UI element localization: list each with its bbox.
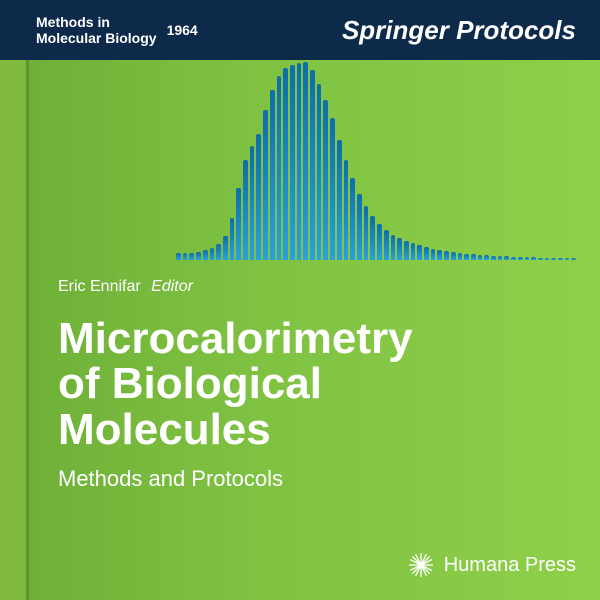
series-name: Methods in Molecular Biology — [36, 14, 157, 46]
histogram-bar — [444, 251, 449, 260]
front-panel: Methods in Molecular Biology 1964 Spring… — [26, 0, 600, 600]
histogram-bar — [558, 258, 563, 260]
histogram-bar — [323, 100, 328, 260]
histogram-bar — [243, 160, 248, 260]
title-line2: of Biological — [58, 361, 413, 406]
histogram-bar — [404, 241, 409, 260]
editor-role: Editor — [151, 278, 193, 295]
histogram-bar — [504, 256, 509, 260]
histogram-bar — [384, 230, 389, 260]
publisher-name: Humana Press — [444, 554, 576, 577]
histogram-bar — [518, 257, 523, 260]
histogram-bar — [176, 253, 181, 260]
histogram-bar — [303, 62, 308, 260]
book-subtitle: Methods and Protocols — [58, 466, 283, 492]
histogram-bar — [344, 160, 349, 260]
histogram-bar — [263, 110, 268, 260]
histogram-bar — [236, 188, 241, 260]
histogram-bar — [397, 238, 402, 260]
histogram-bar — [551, 258, 556, 260]
histogram-bar — [491, 256, 496, 260]
histogram-bar — [196, 252, 201, 260]
series-volume: 1964 — [167, 22, 198, 38]
histogram-bar — [451, 252, 456, 260]
histogram-bar — [357, 194, 362, 260]
histogram-bar — [203, 250, 208, 260]
histogram-chart — [176, 60, 600, 260]
histogram-bar — [525, 257, 530, 260]
histogram-bar — [471, 254, 476, 260]
histogram-bar — [250, 146, 255, 260]
histogram-bar — [431, 249, 436, 260]
histogram-bar — [424, 247, 429, 260]
top-strip: Methods in Molecular Biology 1964 Spring… — [26, 0, 600, 60]
histogram-bar — [216, 244, 221, 260]
brand-name: Springer Protocols — [342, 15, 576, 46]
spine — [0, 0, 26, 600]
histogram-bar — [565, 258, 570, 260]
histogram-bar — [571, 258, 576, 260]
histogram-bar — [458, 253, 463, 260]
editor-line: Eric Ennifar Editor — [58, 278, 193, 296]
histogram-bar — [350, 178, 355, 260]
histogram-bar — [270, 90, 275, 260]
histogram-bar — [531, 257, 536, 260]
title-line1: Microcalorimetry — [58, 316, 413, 361]
histogram-bar — [310, 70, 315, 260]
series-group: Methods in Molecular Biology 1964 — [36, 14, 198, 46]
histogram-bar — [437, 250, 442, 260]
publisher-row: Humana Press — [408, 552, 576, 578]
histogram-bar — [498, 256, 503, 260]
editor-name: Eric Ennifar — [58, 278, 141, 295]
histogram-bar — [377, 224, 382, 260]
histogram-bar — [337, 140, 342, 260]
histogram-bar — [411, 243, 416, 260]
histogram-bar — [370, 216, 375, 260]
histogram-bar — [290, 65, 295, 260]
histogram-bar — [511, 257, 516, 260]
histogram-bar — [545, 258, 550, 260]
book-cover: Methods in Molecular Biology 1964 Spring… — [0, 0, 600, 600]
histogram-bar — [297, 63, 302, 260]
histogram-bar — [223, 236, 228, 260]
histogram-bar — [417, 245, 422, 260]
histogram-bar — [256, 134, 261, 260]
histogram-bar — [484, 255, 489, 260]
series-line2: Molecular Biology — [36, 30, 157, 46]
histogram-bar — [317, 84, 322, 260]
histogram-bar — [364, 206, 369, 260]
histogram-bar — [391, 235, 396, 260]
histogram-bar — [189, 253, 194, 260]
histogram-bar — [283, 68, 288, 260]
histogram-bar — [478, 255, 483, 260]
series-line1: Methods in — [36, 14, 157, 30]
histogram-bar — [277, 76, 282, 260]
title-line3: Molecules — [58, 407, 413, 452]
histogram-bar — [538, 258, 543, 260]
histogram-bar — [210, 248, 215, 260]
book-title: Microcalorimetry of Biological Molecules — [58, 316, 413, 452]
histogram-bar — [230, 218, 235, 260]
publisher-burst-icon — [408, 552, 434, 578]
histogram-bar — [330, 118, 335, 260]
histogram-bar — [183, 253, 188, 260]
histogram-bar — [464, 254, 469, 260]
